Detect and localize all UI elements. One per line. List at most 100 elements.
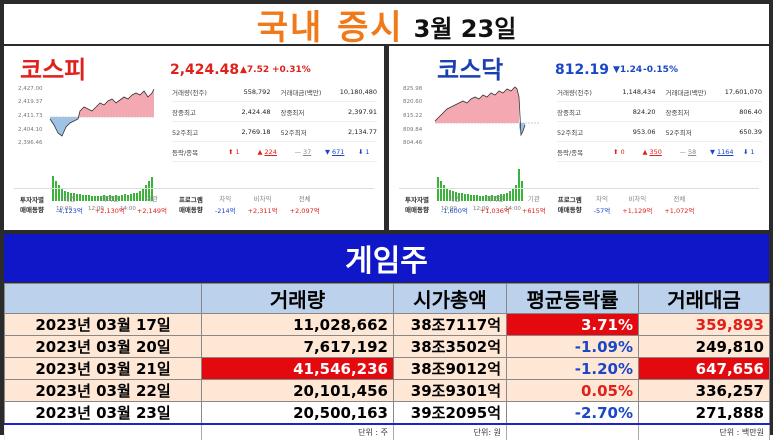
volume-cell: 20,101,456 xyxy=(201,379,394,402)
table-row: 2023년 03월 20일 7,617,192 38조3502억 -1.09% … xyxy=(4,335,770,358)
up-count[interactable]: 224 xyxy=(264,147,277,156)
kospi-ytick: 2,404.10 xyxy=(18,127,43,133)
date-cell: 2023년 03월 22일 xyxy=(4,379,202,402)
flat-icon: — xyxy=(679,147,686,156)
flat-count[interactable]: 58 xyxy=(687,147,697,156)
program-label: 전체 xyxy=(673,194,686,203)
up-count[interactable]: 350 xyxy=(649,147,662,156)
stat-value: 2,134.77 xyxy=(348,127,377,136)
change-cell: 0.05% xyxy=(506,379,639,402)
kosdaq-intraday-chart: 825.98 820.60 815.22 809.84 804.46 10:00… xyxy=(403,86,539,212)
page-title: 국내 증시 xyxy=(256,7,404,48)
stat-label: 장중최저 xyxy=(665,108,690,117)
investor-value: -4,123억 xyxy=(55,206,83,215)
kosdaq-ytick: 804.46 xyxy=(403,140,423,146)
kospi-ytick: 2,411.73 xyxy=(18,113,43,119)
kosdaq-pct: -0.15% xyxy=(643,65,678,75)
kospi-change: ▲7.52 xyxy=(240,65,270,75)
stat-value: 1,148,434 xyxy=(622,87,656,96)
kospi-xtick: 14:00 xyxy=(120,206,136,212)
program-title: 프로그램 xyxy=(557,195,582,204)
program-value: +1,072억 xyxy=(664,206,695,215)
investor-value: -1,600억 xyxy=(440,206,468,215)
kosdaq-xtick: 10:00 xyxy=(441,206,457,212)
header-cell xyxy=(4,283,202,314)
kospi-investors: 투자자별 매매동향 개인 -4,123억 외국인 +2,130억 기관 +2,149억 … xyxy=(14,188,374,218)
breadth-label: 등락/종목 xyxy=(172,148,199,157)
stat-value: 2,397.91 xyxy=(348,107,377,116)
unit-cell: 단위 : 주 xyxy=(201,424,394,440)
program-label: 비차익 xyxy=(628,194,647,203)
page-date: 3월 23일 xyxy=(413,14,517,43)
stat-label: 52주최저 xyxy=(665,128,692,137)
investor-label: 기관 xyxy=(145,194,158,203)
investor-value: +1,036억 xyxy=(479,206,510,215)
flat-icon: — xyxy=(294,147,301,156)
stat-label: 52주최고 xyxy=(172,128,199,137)
kosdaq-ytick: 825.98 xyxy=(403,86,423,92)
stat-label: 거래대금(백만) xyxy=(665,88,707,97)
unit-cell xyxy=(506,424,639,440)
investor-title: 투자자별 xyxy=(405,195,429,204)
game-stocks-table: 거래량 시가총액 평균등락률 거래대금 2023년 03월 17일 11,028… xyxy=(4,283,770,440)
up-icon: ▲ xyxy=(642,147,648,156)
mcap-cell: 38조3502억 xyxy=(393,335,507,358)
down-limit-icon: ⬇ xyxy=(357,147,364,156)
table-header: 거래량 시가총액 평균등락률 거래대금 xyxy=(4,283,770,314)
investor-value: +2,130억 xyxy=(94,206,125,215)
kospi-xtick: 10:00 xyxy=(56,206,72,212)
investor-label: 외국인 xyxy=(485,194,504,203)
kosdaq-xtick: 14:00 xyxy=(505,206,521,212)
change-cell: 3.71% xyxy=(506,313,639,336)
program-label: 전체 xyxy=(298,194,311,203)
up-icon: ▲ xyxy=(257,147,263,156)
stat-label: 장중최고 xyxy=(557,108,581,117)
kosdaq-investors: 투자자별 매매동향 개인 -1,600억 외국인 +1,036억 기관 +615억 프로… xyxy=(399,188,759,218)
table-row: 2023년 03월 23일 20,500,163 39조2095억 -2.70%… xyxy=(4,401,770,425)
stat-label: 거래대금(백만) xyxy=(280,88,322,97)
section-banner: 게임주 xyxy=(4,234,769,282)
stat-label: 장중최저 xyxy=(280,108,305,117)
down-limit-count: 1 xyxy=(365,147,370,156)
header-cell: 평균등락률 xyxy=(506,283,639,314)
stat-value: 953.06 xyxy=(632,127,656,136)
kospi-title: 코스피 xyxy=(20,56,87,84)
flat-count[interactable]: 37 xyxy=(302,147,312,156)
stat-label: 장중최고 xyxy=(172,108,196,117)
kosdaq-ytick: 809.84 xyxy=(403,127,423,133)
units-row: 단위 : 주 단위: 원 단위 : 백만원 xyxy=(4,424,770,440)
kosdaq-xtick: 12:00 xyxy=(473,206,489,212)
down-limit-count: 1 xyxy=(750,147,755,156)
kosdaq-price: 812.19 xyxy=(555,62,610,78)
stat-value: 650.39 xyxy=(739,127,762,136)
up-limit-icon: ⬆ xyxy=(228,147,234,156)
change-cell: -2.70% xyxy=(506,401,639,425)
kospi-breadth: 등락/종목 ⬆ 1 ▲ 224 —37 ▼ 671 ⬇ 1 xyxy=(172,142,377,162)
stat-label: 52주최고 xyxy=(557,128,584,137)
volume-cell: 11,028,662 xyxy=(201,313,394,336)
kosdaq-ytick: 815.22 xyxy=(403,113,422,119)
stat-value: 806.40 xyxy=(739,107,762,116)
kospi-intraday-chart: 2,427.00 2,419.37 2,411.73 2,404.10 2,39… xyxy=(18,86,155,212)
investor-label: 기관 xyxy=(527,194,540,203)
table-row: 2023년 03월 21일 41,546,236 38조9012억 -1.20%… xyxy=(4,357,770,380)
down-limit-icon: ⬇ xyxy=(742,147,749,156)
section-title: 게임주 xyxy=(345,244,428,279)
investor-value: +2,149억 xyxy=(136,206,167,215)
program-value: +1,129억 xyxy=(622,206,653,215)
kospi-panel: 코스피 2,424.48 ▲7.52 +0.31% 2,427.00 2,419… xyxy=(4,46,384,230)
program-label: 비차익 xyxy=(253,194,272,203)
mcap-cell: 38조9012억 xyxy=(393,357,507,380)
program-value: -214억 xyxy=(214,206,236,215)
stat-value: 2,769.18 xyxy=(241,127,271,136)
change-cell: -1.20% xyxy=(506,357,639,380)
kosdaq-ytick: 820.60 xyxy=(403,99,423,105)
up-limit-count: 1 xyxy=(235,147,240,156)
value-cell: 249,810 xyxy=(638,335,770,358)
kospi-ytick: 2,396.46 xyxy=(18,140,43,146)
investor-title: 투자자별 xyxy=(20,195,44,204)
kospi-xtick: 12:00 xyxy=(88,206,104,212)
down-count[interactable]: 1164 xyxy=(716,147,734,156)
value-cell: 271,888 xyxy=(638,401,770,425)
down-count[interactable]: 671 xyxy=(331,147,345,156)
